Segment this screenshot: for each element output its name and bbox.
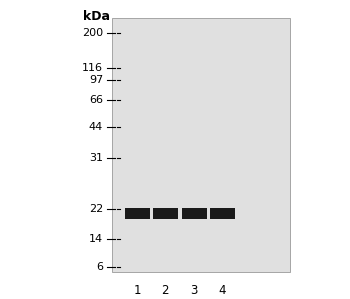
- Text: 3: 3: [190, 284, 198, 297]
- Bar: [112, 18, 290, 272]
- Text: 200: 200: [82, 28, 103, 38]
- Text: 6: 6: [96, 262, 103, 272]
- Bar: [210, 208, 235, 218]
- Text: 4: 4: [218, 284, 226, 297]
- Text: 44: 44: [89, 122, 103, 132]
- Bar: [210, 208, 234, 218]
- Bar: [125, 208, 149, 218]
- Text: 22: 22: [89, 204, 103, 214]
- Bar: [153, 208, 177, 218]
- Bar: [153, 208, 177, 219]
- Bar: [125, 208, 149, 218]
- Text: 14: 14: [89, 234, 103, 244]
- Text: 97: 97: [89, 75, 103, 85]
- Bar: [182, 208, 206, 218]
- Text: 66: 66: [89, 95, 103, 105]
- Bar: [182, 208, 206, 218]
- Text: 1: 1: [133, 284, 141, 297]
- Text: 31: 31: [89, 153, 103, 163]
- Bar: [125, 208, 149, 218]
- Bar: [182, 208, 206, 219]
- Bar: [125, 208, 149, 219]
- Bar: [182, 208, 206, 218]
- Bar: [210, 208, 234, 218]
- Bar: [182, 208, 206, 218]
- Bar: [153, 208, 177, 218]
- Bar: [153, 208, 177, 218]
- Bar: [153, 208, 177, 218]
- Text: kDa: kDa: [83, 10, 110, 23]
- Text: 2: 2: [161, 284, 169, 297]
- Bar: [210, 208, 234, 218]
- Bar: [125, 208, 149, 218]
- Text: 116: 116: [82, 63, 103, 73]
- Bar: [210, 208, 235, 219]
